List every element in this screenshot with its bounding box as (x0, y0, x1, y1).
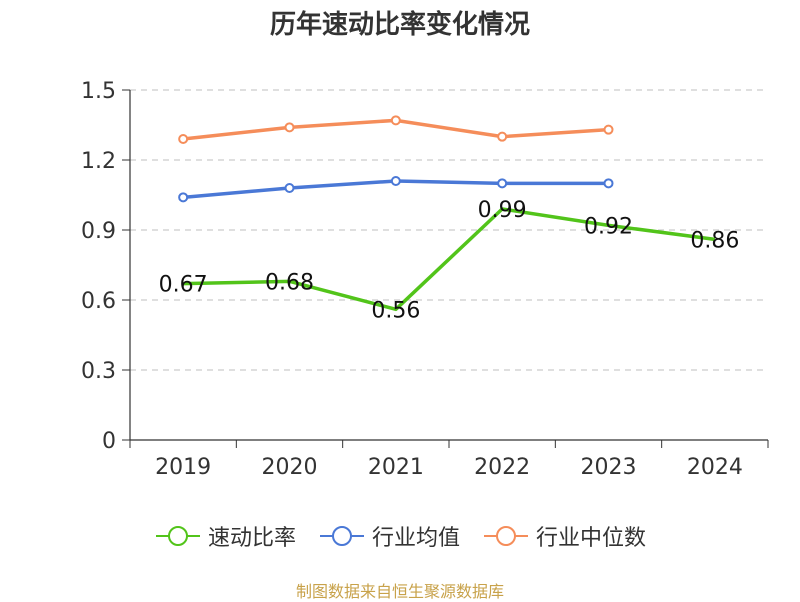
data-label: 0.86 (690, 228, 739, 253)
legend-label: 行业中位数 (536, 526, 647, 551)
chart-title: 历年速动比率变化情况 (269, 10, 530, 40)
series-line-0 (183, 207, 716, 312)
y-tick-label: 0.9 (81, 219, 116, 244)
grid-layer (130, 89, 768, 371)
data-point (284, 122, 295, 133)
x-tick-label: 2020 (262, 455, 318, 480)
label-layer: 0.67 0.68 0.56 0.99 0.92 0.86 (159, 198, 740, 323)
data-label: 0.99 (478, 198, 527, 223)
y-tick-label: 1.5 (81, 79, 116, 104)
axis-layer: 0 0.3 0.6 0.9 1.2 1.5 2019 2020 2021 2022 2023 2024 (81, 79, 769, 480)
x-tick-label: 2024 (687, 455, 743, 480)
y-tick-label: 0 (102, 429, 116, 454)
data-point (497, 131, 508, 142)
legend-label: 速动比率 (207, 526, 296, 551)
x-tick-label: 2021 (368, 455, 424, 480)
data-label: 0.56 (371, 298, 420, 323)
legend-dot (496, 526, 516, 546)
data-point (178, 134, 189, 144)
data-label: 0.68 (265, 270, 314, 295)
series-layer (178, 115, 716, 312)
legend-marker-industry-mean-icon (319, 526, 364, 546)
y-tick-label: 0.6 (81, 289, 116, 314)
legend-item-industry-mean[interactable]: 行业均值 (318, 520, 460, 552)
legend-dot (331, 526, 352, 546)
x-tick-label: 2019 (155, 455, 211, 480)
source-note: 制图数据来自恒生聚源数据库 (295, 582, 504, 601)
legend: 速动比率 行业均值 行业中位数 (0, 520, 800, 552)
data-point (178, 192, 189, 203)
legend-marker-quick-ratio-icon (155, 526, 200, 546)
data-label: 0.92 (584, 214, 633, 239)
data-point (390, 115, 401, 126)
y-tick-label: 1.2 (81, 149, 116, 174)
y-tick-label: 0.3 (81, 359, 116, 384)
legend-label: 行业均值 (371, 526, 460, 551)
data-point (284, 183, 295, 193)
data-point (603, 178, 614, 189)
data-point (390, 176, 401, 186)
data-point (497, 178, 508, 189)
data-point (603, 124, 614, 135)
x-tick-label: 2022 (474, 455, 530, 480)
legend-dot (167, 526, 188, 546)
data-label: 0.67 (159, 273, 208, 298)
legend-marker-industry-median-icon (484, 526, 528, 546)
legend-item-quick-ratio[interactable]: 速动比率 (154, 520, 296, 552)
legend-item-industry-median[interactable]: 行业中位数 (482, 520, 646, 552)
x-tick-label: 2023 (581, 455, 637, 480)
